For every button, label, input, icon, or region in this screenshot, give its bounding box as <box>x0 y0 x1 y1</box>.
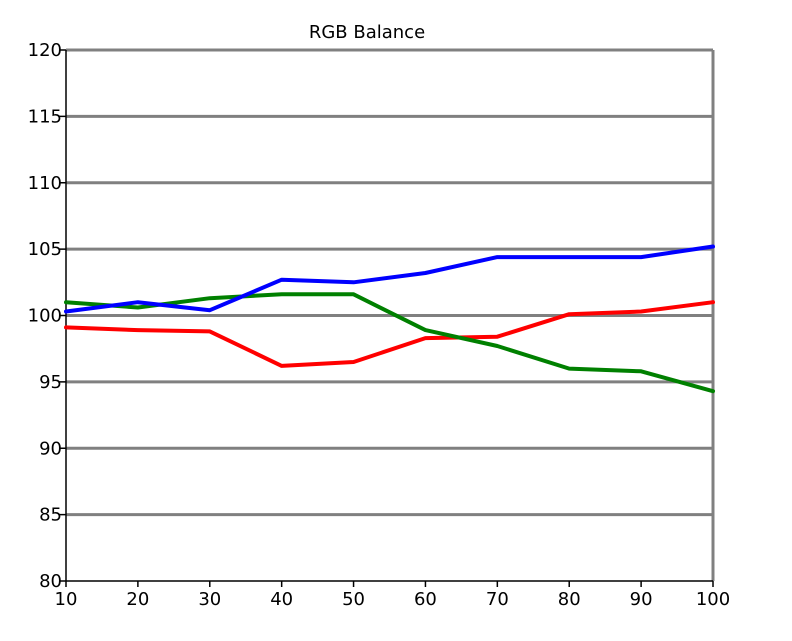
gridlines <box>66 48 715 581</box>
series-lines <box>64 244 715 394</box>
y-tick-label: 95 <box>39 372 62 393</box>
chart-title: RGB Balance <box>309 22 425 43</box>
y-tick-label: 105 <box>28 239 62 260</box>
x-tick-label: 70 <box>486 589 509 610</box>
x-tick-label: 90 <box>630 589 653 610</box>
y-tick-label: 85 <box>39 505 62 526</box>
x-tick-label: 20 <box>126 589 149 610</box>
y-tick-labels: 80 85 90 95 100 105 110 115 120 <box>28 40 62 592</box>
series-line-2 <box>64 244 715 314</box>
x-tick-label: 30 <box>198 589 221 610</box>
y-tick-label: 80 <box>39 571 62 592</box>
y-tick-label: 120 <box>28 40 62 61</box>
x-tick-label: 60 <box>414 589 437 610</box>
series-line-0 <box>64 300 715 368</box>
x-tick-label: 80 <box>558 589 581 610</box>
x-tick-label: 100 <box>696 589 730 610</box>
x-tick-label: 40 <box>270 589 293 610</box>
series-line-1 <box>64 292 715 394</box>
y-tick-label: 100 <box>28 306 62 327</box>
y-tick-label: 110 <box>28 173 62 194</box>
x-tick-label: 50 <box>342 589 365 610</box>
axes <box>59 49 714 587</box>
x-tick-labels: 10 20 30 40 50 60 70 80 90 100 <box>55 589 731 610</box>
x-tick-label: 10 <box>55 589 78 610</box>
y-tick-label: 115 <box>28 106 62 127</box>
y-tick-label: 90 <box>39 438 62 459</box>
